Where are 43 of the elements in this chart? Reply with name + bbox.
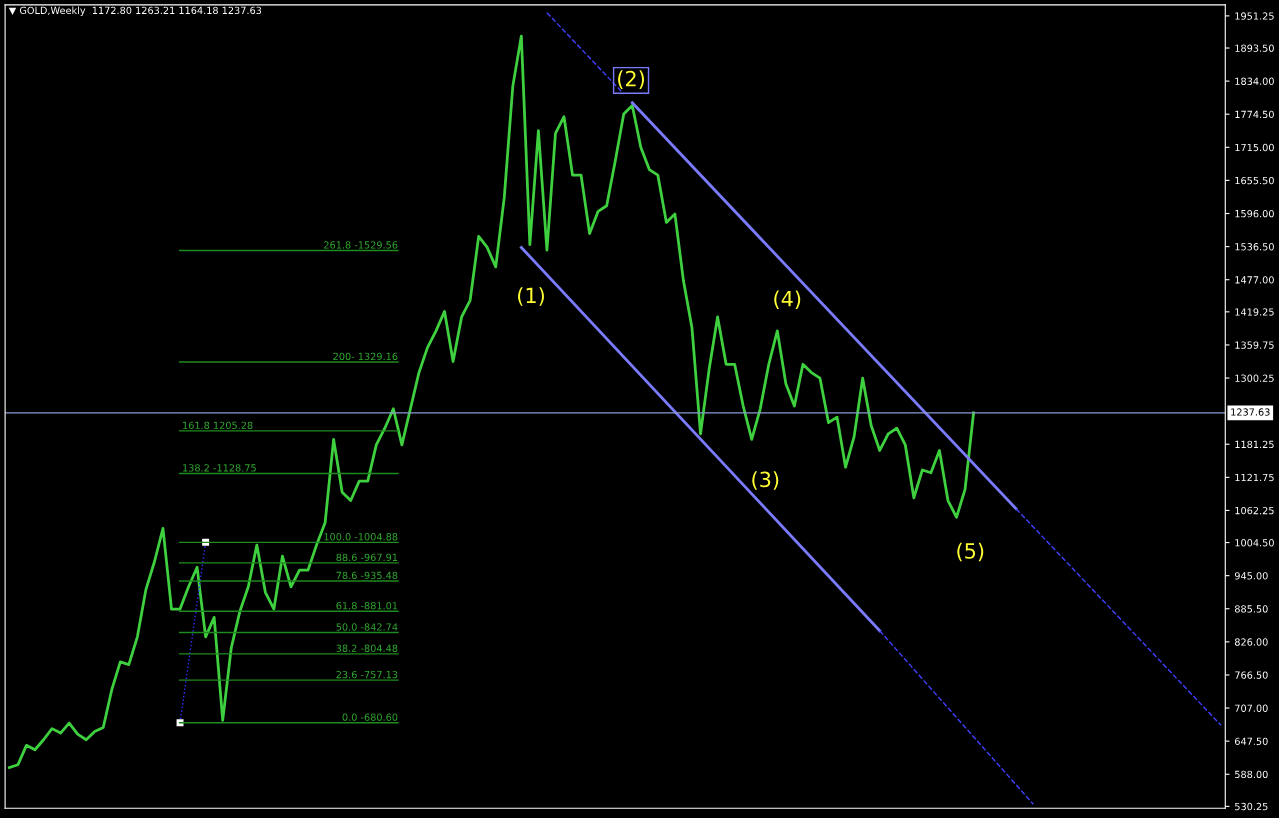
y-tick-label: 885.50: [1234, 605, 1268, 613]
y-tick-label: 1419.25: [1235, 308, 1274, 316]
y-tick-label: 1536.50: [1235, 243, 1274, 251]
annotation: 88.6 -967.91: [336, 553, 398, 562]
chart-title: ▼ GOLD,Weekly 1172.80 1263.21 1164.18 1237.63: [8, 6, 262, 16]
y-tick-label: 1596.00: [1235, 209, 1274, 218]
y-tick-label: 1834.00: [1235, 77, 1274, 85]
annotation: (4): [774, 290, 801, 310]
annotation: 0.0 -680.60: [342, 713, 398, 721]
y-tick-label: 766.50: [1235, 671, 1268, 679]
y-tick-label: 1121.75: [1235, 473, 1274, 482]
annotation: 161.8 1205.28: [183, 421, 253, 429]
annotation: 23.6 -757.13: [336, 670, 398, 679]
y-tick-label: 1893.50: [1235, 44, 1274, 52]
annotation: 38.2 -804.48: [336, 644, 398, 652]
annotation: 200- 1329.16: [333, 352, 398, 361]
annotation: 138.2 -1128.75: [183, 464, 256, 472]
y-tick-label: 1477.00: [1235, 276, 1274, 284]
y-tick-label: 1774.50: [1235, 110, 1274, 119]
annotation: (1): [518, 287, 544, 306]
y-tick-label: 826.00: [1234, 638, 1268, 646]
y-tick-label: 588.00: [1235, 770, 1268, 779]
y-tick-label: 707.00: [1235, 704, 1268, 712]
y-tick-label: 1181.25: [1235, 440, 1274, 449]
annotation: (2): [618, 70, 645, 89]
y-tick-label: 1951.25: [1235, 12, 1274, 20]
y-tick-label: 647.50: [1234, 737, 1268, 745]
y-tick-label: 1655.50: [1235, 176, 1274, 185]
ref-line-label: 1237.63: [1231, 408, 1270, 416]
annotation: 261.8 -1529.56: [324, 241, 398, 249]
y-tick-label: 1004.50: [1235, 539, 1274, 547]
annotation: 61.8 -881.01: [336, 602, 398, 610]
annotation: 100.0 -1004.88: [324, 533, 398, 541]
y-tick-label: 945.00: [1234, 572, 1268, 580]
y-tick-label: 1359.75: [1235, 341, 1274, 349]
annotation: (5): [957, 542, 984, 562]
y-tick-label: 1300.25: [1235, 374, 1274, 382]
annotation: 78.6 -935.48: [336, 571, 398, 580]
y-tick-label: 530.25: [1235, 802, 1268, 811]
y-tick-label: 1715.00: [1235, 143, 1274, 152]
annotation: (3): [752, 471, 779, 490]
y-tick-label: 1062.25: [1235, 506, 1274, 515]
annotation: 50.0 -842.74: [336, 623, 398, 631]
